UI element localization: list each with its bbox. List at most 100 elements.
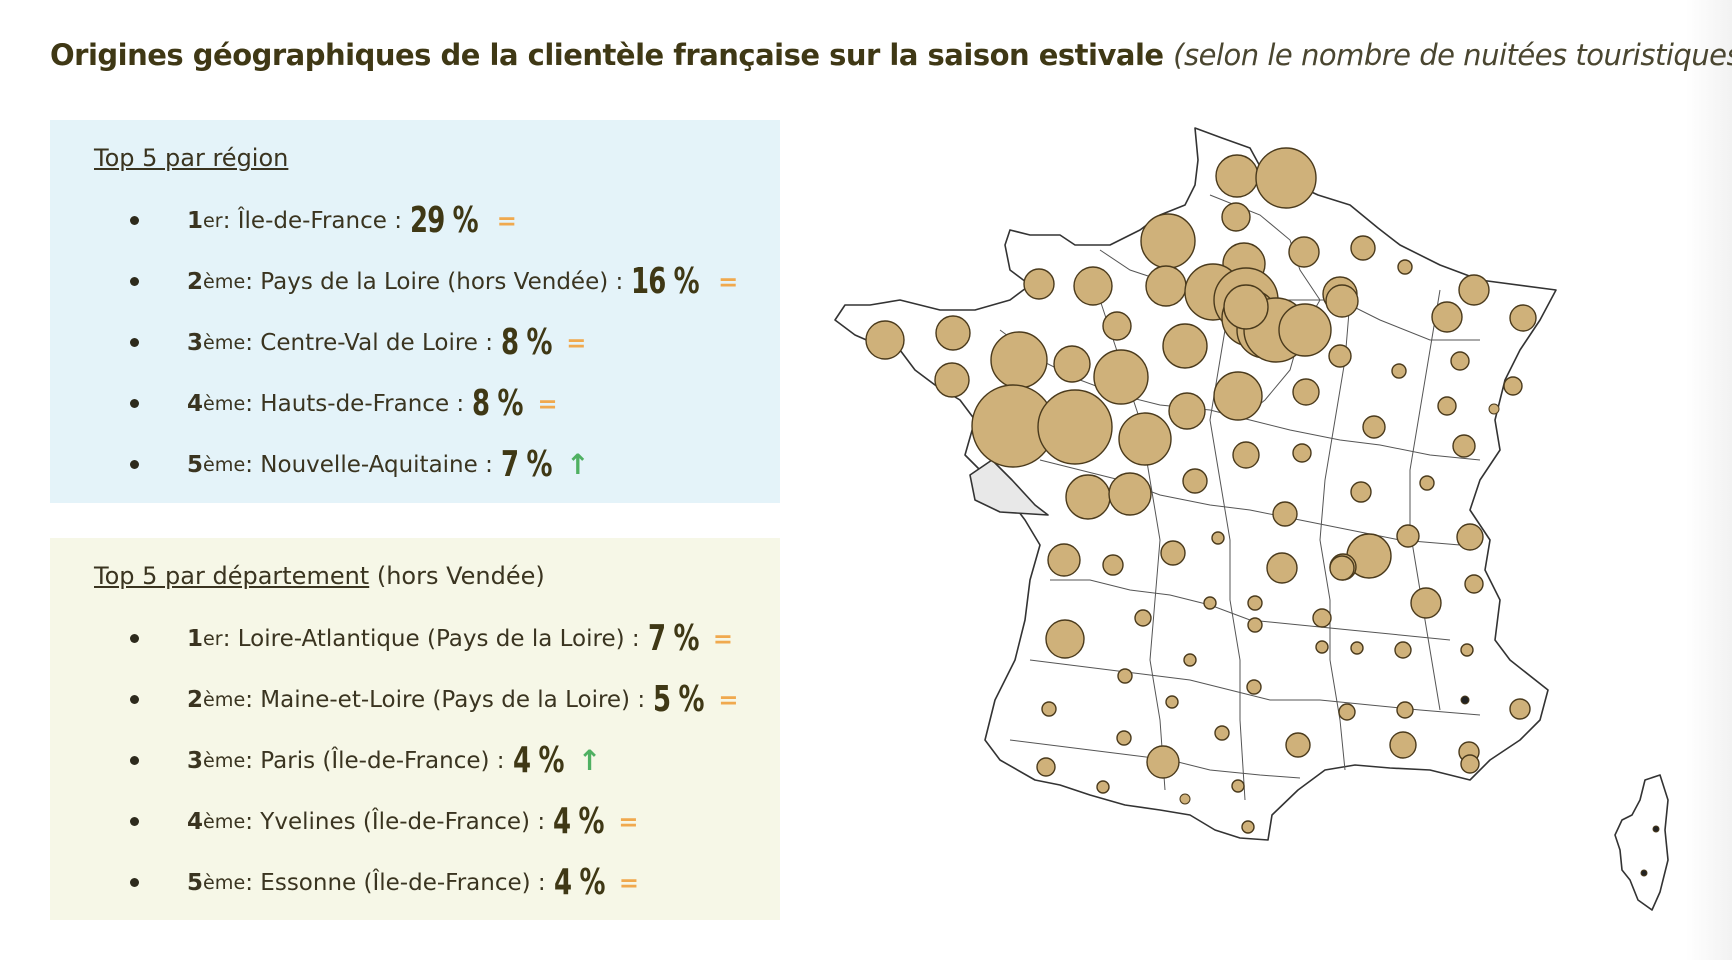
rank-item: 4 ème : Yvelines (Île-de-France) : 4 % = [130, 791, 738, 852]
region-panel-heading: Top 5 par région [94, 144, 289, 172]
department-bubble [1211, 531, 1225, 545]
rank-label: : Île-de-France : [222, 207, 402, 234]
rank-label: : Centre-Val de Loire : [245, 329, 494, 356]
bullet-icon [130, 878, 139, 887]
department-bubble [1255, 147, 1317, 209]
department-bubble [1350, 641, 1364, 655]
department-bubble [1391, 363, 1407, 379]
bullet-icon [130, 460, 139, 469]
department-bubble [1460, 695, 1470, 705]
department-bubble [1397, 259, 1413, 275]
department-bubble [1272, 501, 1298, 527]
rank-number: 5 [187, 451, 204, 478]
rank-item: 1 er : Île-de-France : 29 % = [130, 190, 738, 251]
department-bubble [1394, 641, 1412, 659]
rank-item: 3 ème : Paris (Île-de-France) : 4 % ↑ [130, 730, 738, 791]
rank-number: 3 [187, 747, 204, 774]
rank-suffix: ème [203, 688, 246, 711]
bullet-icon [130, 634, 139, 643]
department-bubble [1247, 595, 1263, 611]
department-bubble [1410, 587, 1442, 619]
department-top5-panel: Top 5 par département (hors Vendée) 1 er … [50, 538, 780, 920]
department-bubble [1460, 643, 1474, 657]
rank-number: 5 [187, 869, 204, 896]
department-bubble [1458, 274, 1490, 306]
department-bubble [1329, 555, 1355, 581]
department-bubble [1047, 543, 1081, 577]
department-bubble [1231, 779, 1245, 793]
rank-percentage: 4 % [512, 740, 564, 781]
department-bubble [1452, 434, 1476, 458]
department-bubble [1350, 235, 1376, 261]
department-bubble [1437, 396, 1457, 416]
department-bubble [1288, 236, 1320, 268]
rank-item: 1 er : Loire-Atlantique (Pays de la Loire… [130, 608, 738, 669]
rank-label: : Hauts-de-France : [245, 390, 465, 417]
rank-label: : Pays de la Loire (hors Vendée) : [245, 268, 624, 295]
department-bubble [1325, 284, 1359, 318]
department-bubble [1247, 617, 1263, 633]
title-main: Origines géographiques de la clientèle f… [50, 38, 1164, 72]
trend-equal-icon: = [496, 206, 517, 235]
region-rank-list: 1 er : Île-de-France : 29 % = 2 ème : Pays d… [130, 190, 738, 495]
rank-suffix: ème [203, 453, 246, 476]
page-edge-shadow [1686, 0, 1732, 960]
rank-label: : Yvelines (Île-de-France) : [245, 808, 546, 835]
department-bubble [1065, 474, 1111, 520]
trend-up-arrow-icon: ↑ [577, 744, 602, 777]
rank-percentage: 7 % [500, 444, 552, 485]
department-bubble [1328, 344, 1352, 368]
department-bubble [1108, 472, 1152, 516]
department-bubble [1292, 378, 1320, 406]
department-bubble [1350, 481, 1372, 503]
rank-percentage: 4 % [553, 801, 604, 842]
department-bubble [1278, 303, 1332, 357]
rank-percentage: 8 % [472, 383, 523, 424]
department-rank-list: 1 er : Loire-Atlantique (Pays de la Loire… [130, 608, 738, 913]
department-bubble [1102, 311, 1132, 341]
department-bubble [1045, 619, 1085, 659]
page-title: Origines géographiques de la clientèle f… [50, 38, 1732, 72]
rank-number: 4 [187, 808, 204, 835]
rank-number: 2 [187, 686, 204, 713]
rank-percentage: 4 % [553, 862, 605, 903]
department-bubble [1232, 441, 1260, 469]
bullet-icon [130, 399, 139, 408]
department-bubble [1037, 389, 1113, 465]
rank-label: : Loire-Atlantique (Pays de la Loire) : [222, 625, 640, 652]
department-bubble [1168, 392, 1206, 430]
department-bubble [1503, 376, 1523, 396]
rank-label: : Essonne (Île-de-France) : [245, 869, 546, 896]
department-bubble [1456, 523, 1484, 551]
rank-number: 3 [187, 329, 204, 356]
department-bubble [1053, 345, 1091, 383]
department-bubble [1140, 213, 1196, 269]
department-bubble [1023, 268, 1055, 300]
trend-equal-icon: = [718, 685, 739, 714]
department-bubble [1315, 640, 1329, 654]
department-bubble [1419, 475, 1435, 491]
department-bubble [1145, 265, 1187, 307]
trend-equal-icon: = [618, 807, 639, 836]
department-bubble [1266, 552, 1298, 584]
department-bubble [1134, 609, 1152, 627]
department-bubble [1036, 757, 1056, 777]
trend-equal-icon: = [537, 389, 558, 418]
department-bubble [1312, 608, 1332, 628]
bullet-icon [130, 338, 139, 347]
department-bubble [1165, 695, 1179, 709]
department-bubble [1118, 412, 1172, 466]
department-bubbles [865, 147, 1660, 877]
department-bubble [1338, 703, 1356, 721]
rank-number: 1 [187, 207, 204, 234]
department-bubble [1389, 731, 1417, 759]
department-bubble [1460, 754, 1480, 774]
rank-item: 5 ème : Essonne (Île-de-France) : 4 % = [130, 852, 738, 913]
department-bubble [1652, 825, 1660, 833]
department-bubble [1640, 869, 1648, 877]
rank-label: : Paris (Île-de-France) : [245, 747, 505, 774]
trend-equal-icon: = [712, 624, 734, 653]
department-bubble [1362, 415, 1386, 439]
rank-percentage: 7 % [647, 618, 699, 659]
department-bubble [1160, 540, 1186, 566]
